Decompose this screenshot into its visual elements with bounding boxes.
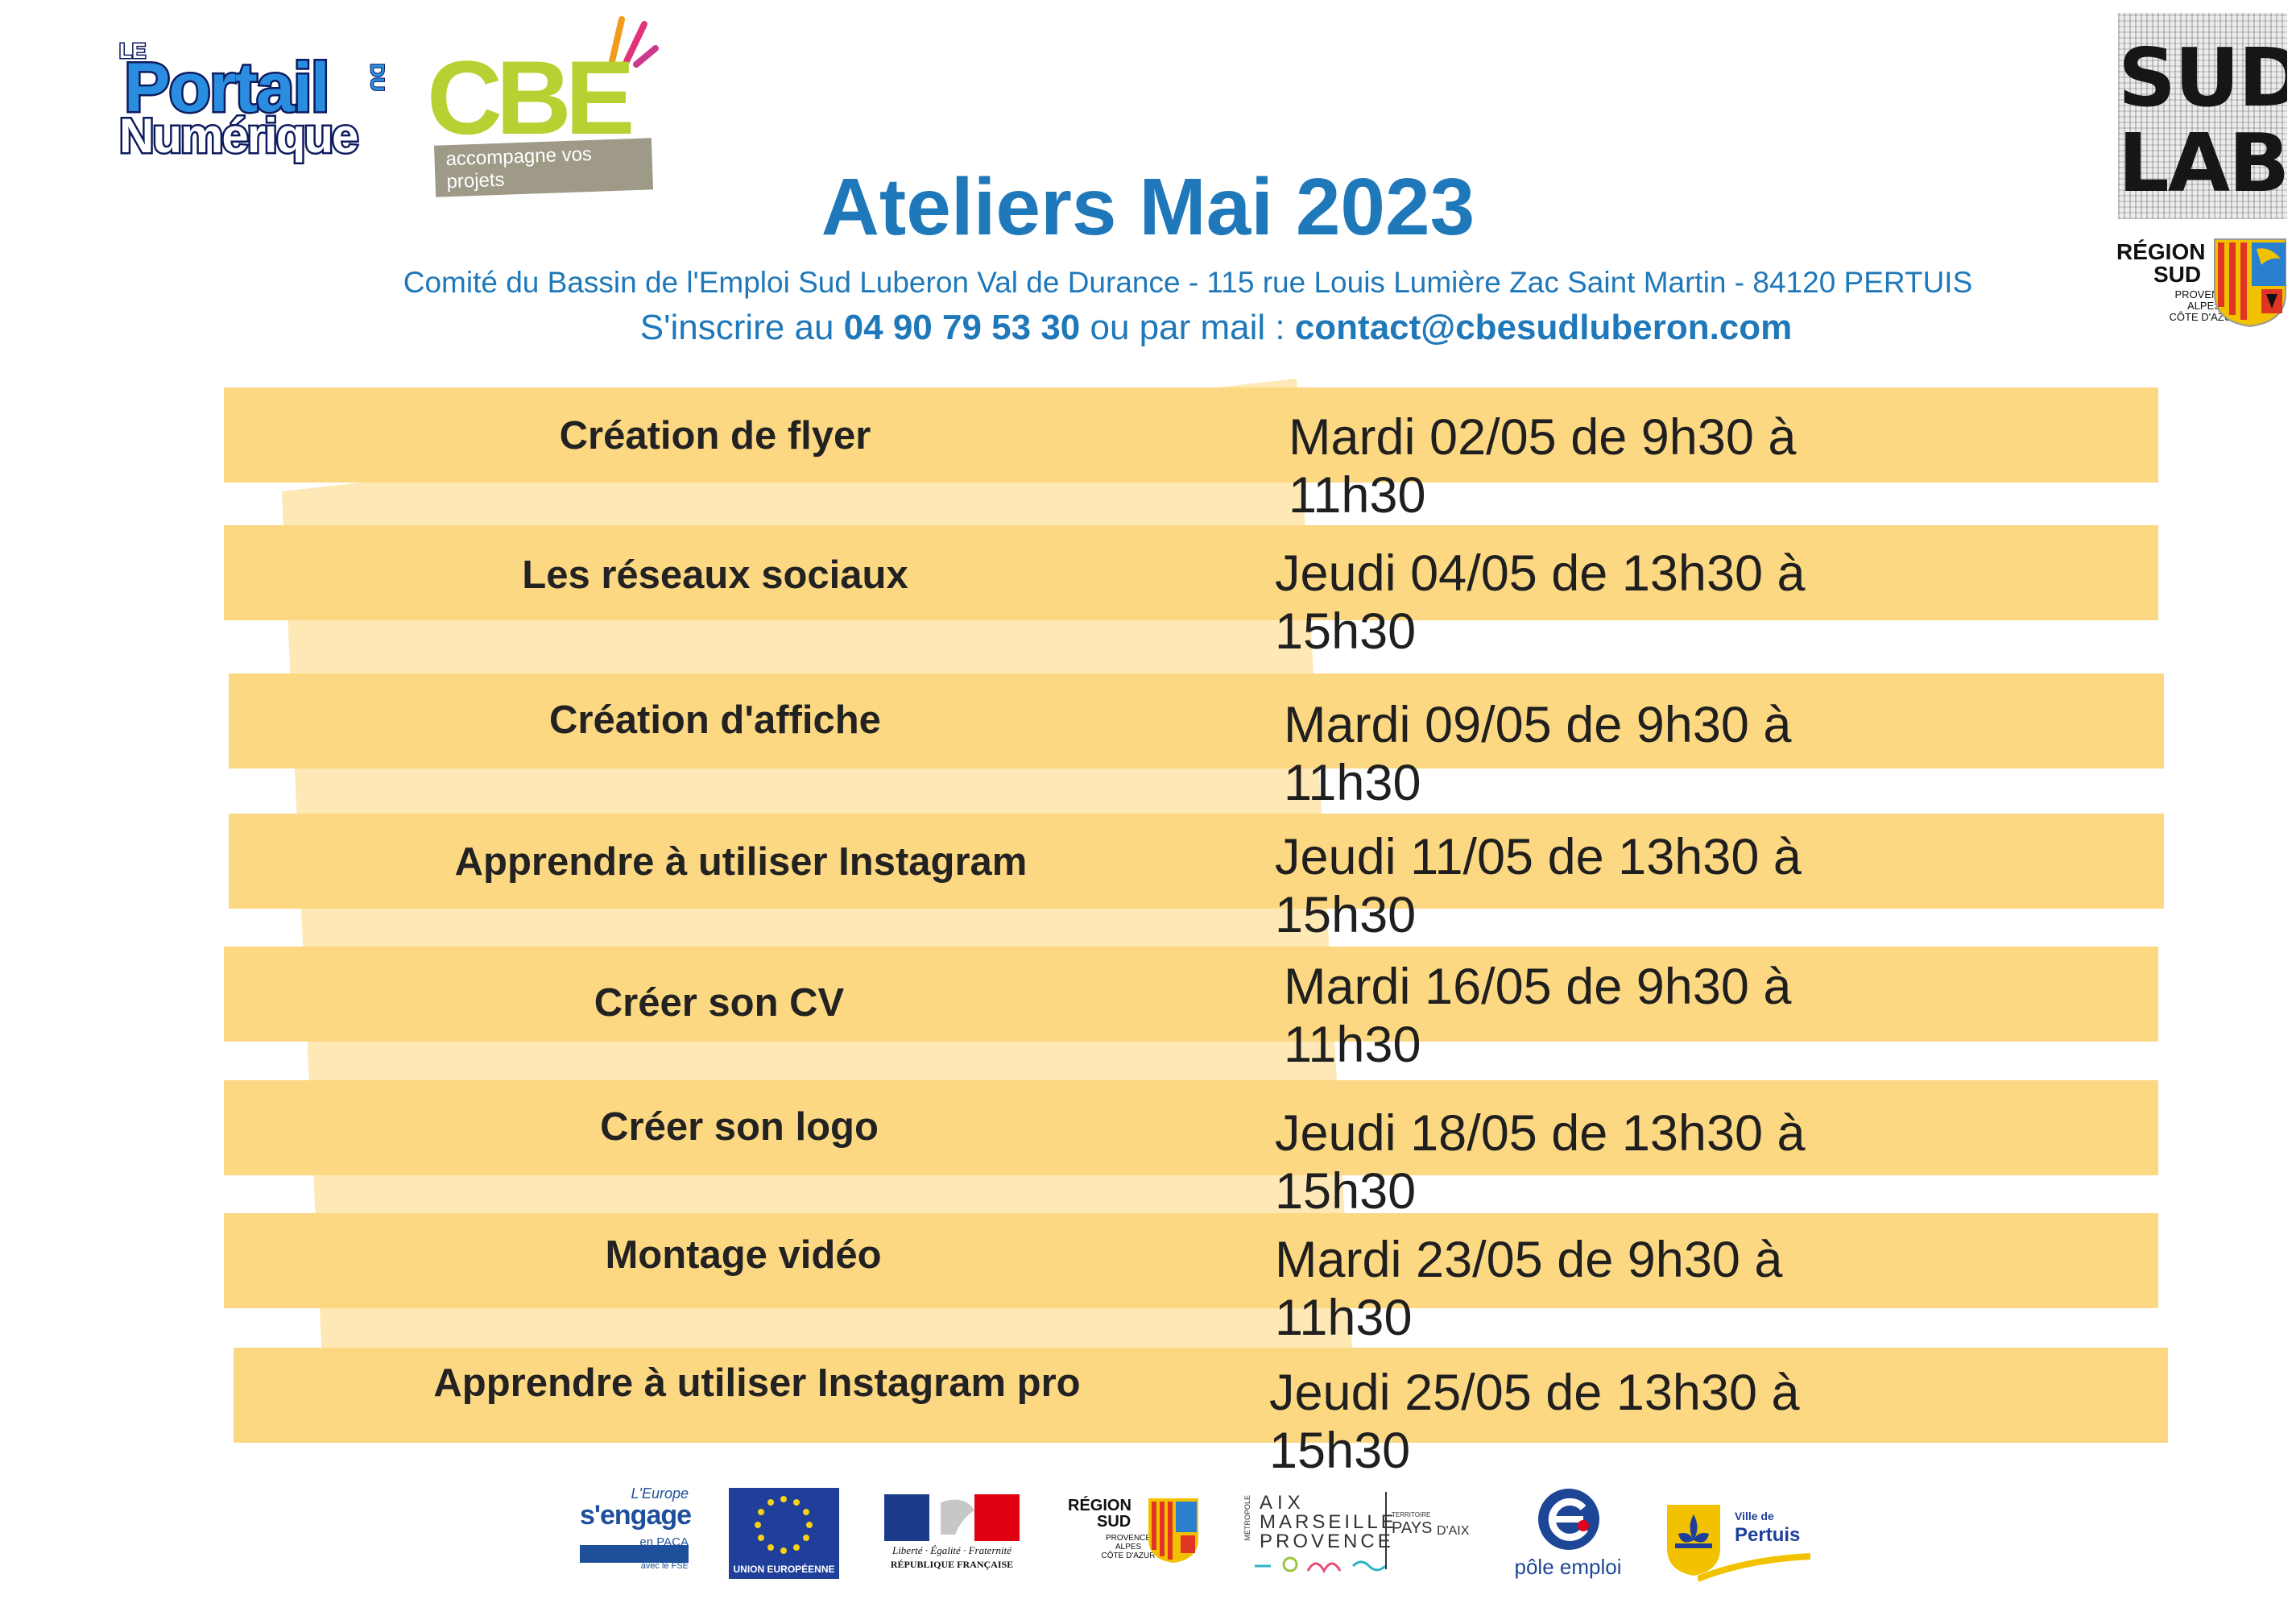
contact-phone[interactable]: 04 90 79 53 30 (843, 308, 1081, 347)
workshop-date: Mardi 02/05 de 9h30 à 11h30 (1289, 409, 1797, 524)
pole-emploi-logo: pôle emploi (1508, 1487, 1628, 1584)
metropole-pays: PAYS (1392, 1519, 1433, 1537)
page-title: Ateliers Mai 2023 (821, 162, 1475, 252)
sudlabs-line2: LABS (2118, 116, 2287, 210)
footer-region-sub2: ALPES (1115, 1543, 1142, 1552)
workshop-title: Création d'affiche (549, 698, 881, 742)
workshop-row: Création d'affiche Mardi 09/05 de 9h30 à… (229, 673, 2164, 811)
metropole-l1: AIX (1260, 1492, 1305, 1514)
footer-region-l1: RÉGION (1068, 1497, 1131, 1514)
europe-engage-logo: L'Europe s'engage en PACA avec le FSE (580, 1485, 692, 1574)
workshop-date: Mardi 09/05 de 9h30 à 11h30 (1284, 697, 1792, 811)
workshop-date: Mardi 16/05 de 9h30 à 11h30 (1284, 959, 1792, 1073)
logo-portail-le: LE (118, 38, 147, 64)
cbe-logo: CBE accompagne vos projets (427, 13, 659, 197)
metropole-terr: TERRITOIRE (1392, 1511, 1431, 1518)
logo-portail-word: Portail (122, 48, 333, 129)
cbe-sparkle-icon (609, 16, 659, 68)
workshop-row: Les réseaux sociaux Jeudi 04/05 de 13h30… (224, 525, 2158, 660)
pertuis-ville: Ville de (1735, 1510, 1774, 1522)
europe-l1: L'Europe (631, 1485, 689, 1502)
workshop-date: Jeudi 04/05 de 13h30 à 15h30 (1275, 545, 1806, 660)
contact-middle: ou par mail : (1080, 308, 1295, 347)
region-sud-footer-logo: RÉGION SUD PROVENCE ALPES CÔTE D'AZUR (1068, 1497, 1205, 1574)
sud-labs-logo: SUD LABS (2118, 13, 2287, 219)
metropole-l2: MARSEILLE (1260, 1511, 1397, 1533)
region-line2: SUD (2153, 262, 2202, 287)
cbe-logo-letters: CBE (427, 39, 635, 156)
workshop-row: Apprendre à utiliser Instagram pro Jeudi… (234, 1348, 2168, 1479)
pole-emploi-e-icon (1538, 1489, 1599, 1550)
pole-emploi-label: pôle emploi (1514, 1555, 1622, 1579)
workshop-title: Créer son CV (594, 981, 845, 1025)
logo-portail-numerique: Numérique (117, 107, 360, 165)
metropole-l3: PROVENCE (1260, 1531, 1394, 1552)
portail-numerique-logo: LE Portail DU Numérique (117, 32, 388, 165)
contact-email[interactable]: contact@cbesudluberon.com (1294, 308, 1793, 347)
sudlabs-line1: SUD (2118, 31, 2287, 125)
workshop-row: Créer son CV Mardi 16/05 de 9h30 à 11h30 (224, 947, 2158, 1073)
europe-l4: avec le FSE (640, 1561, 689, 1571)
pertuis-name: Pertuis (1735, 1524, 1801, 1546)
workshop-title: Montage vidéo (605, 1233, 882, 1277)
footer-region-sub3: CÔTE D'AZUR (1101, 1552, 1156, 1560)
ville-pertuis-logo: Ville de Pertuis (1665, 1503, 1810, 1584)
workshop-date: Jeudi 25/05 de 13h30 à 15h30 (1269, 1365, 1800, 1479)
organization-address: Comité du Bassin de l'Emploi Sud Luberon… (403, 266, 1973, 299)
republique-francaise-logo: Liberté · Égalité · Fraternité RÉPUBLIQU… (884, 1494, 1020, 1575)
europe-l2: s'engage (580, 1500, 692, 1531)
metropole-wave-icon (1255, 1556, 1387, 1574)
workshop-title: Les réseaux sociaux (522, 553, 908, 597)
footer-region-sub1: PROVENCE (1105, 1534, 1152, 1543)
workshop-row: Montage vidéo Mardi 23/05 de 9h30 à 11h3… (224, 1213, 2158, 1346)
footer-region-l2: SUD (1097, 1513, 1131, 1531)
eu-label: UNION EUROPÉENNE (733, 1564, 835, 1575)
region-sud-logo: RÉGION SUD PROVENCE ALPES CÔTE D'AZUR (2116, 238, 2286, 330)
workshop-row: Apprendre à utiliser Instagram Jeudi 11/… (229, 814, 2164, 943)
region-line1: RÉGION (2116, 239, 2206, 264)
workshop-date: Mardi 23/05 de 9h30 à 11h30 (1275, 1232, 1783, 1346)
logo-portail-du: DU (365, 63, 388, 93)
metropole-side: MÉTROPOLE (1243, 1495, 1251, 1541)
metropole-aix-marseille-logo: MÉTROPOLE AIX MARSEILLE PROVENCE TERRITO… (1243, 1492, 1479, 1577)
metropole-aix: D'AIX (1437, 1524, 1470, 1538)
eu-flag-logo: UNION EUROPÉENNE (729, 1488, 839, 1579)
europe-flag-wave-icon (580, 1545, 689, 1563)
workshop-date: Jeudi 18/05 de 13h30 à 15h30 (1275, 1105, 1806, 1220)
region-shield-icon (2214, 238, 2286, 328)
workshop-title: Créer son logo (600, 1105, 879, 1149)
rf-motto: Liberté · Égalité · Fraternité (892, 1544, 1012, 1556)
eu-stars-icon (755, 1496, 813, 1554)
region-sub-2: ALPES (2187, 300, 2221, 312)
contact-line: S'inscrire au 04 90 79 53 30 ou par mail… (532, 308, 1901, 348)
workshop-title: Apprendre à utiliser Instagram pro (433, 1361, 1081, 1405)
rf-name: RÉPUBLIQUE FRANÇAISE (890, 1559, 1014, 1570)
marianne-icon (884, 1494, 1020, 1541)
pertuis-shield-icon (1667, 1505, 1720, 1576)
workshop-date: Jeudi 11/05 de 13h30 à 15h30 (1275, 829, 1802, 943)
footer-region-shield-icon (1148, 1498, 1198, 1563)
workshop-row: Création de flyer Mardi 02/05 de 9h30 à … (224, 387, 2158, 524)
pertuis-swoosh-icon (1698, 1553, 1810, 1582)
contact-prefix: S'inscrire au (639, 308, 844, 347)
workshop-title: Apprendre à utiliser Instagram (454, 840, 1028, 884)
workshop-title: Création de flyer (559, 414, 871, 458)
workshop-row: Créer son logo Jeudi 18/05 de 13h30 à 15… (224, 1080, 2158, 1220)
